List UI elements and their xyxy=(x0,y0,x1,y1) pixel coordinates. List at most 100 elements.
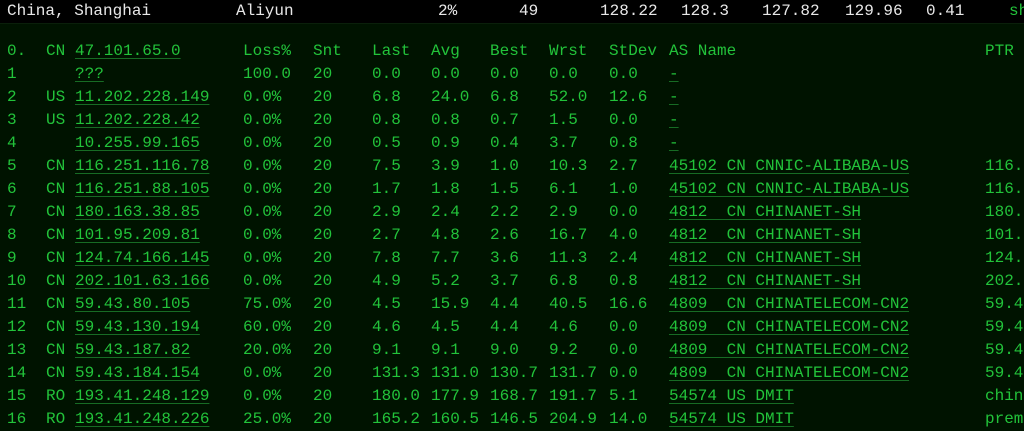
cell-wrst: 11.3 xyxy=(549,249,588,267)
cell-last: Last xyxy=(372,42,411,60)
cell-ip[interactable]: 116.251.88.105 xyxy=(75,180,210,198)
cell-stdev: 14.0 xyxy=(609,410,648,428)
cell-hop: 14 xyxy=(7,364,27,382)
cell-ip[interactable]: 59.43.187.82 xyxy=(75,341,191,359)
cell-stdev: 0.0 xyxy=(609,364,638,382)
cell-loss: 25.0% xyxy=(243,410,292,428)
cell-ip[interactable]: 193.41.248.226 xyxy=(75,410,210,428)
cell-ip[interactable]: 180.163.38.85 xyxy=(75,203,200,221)
cell-as[interactable]: - xyxy=(669,65,679,83)
cell-hop: 8 xyxy=(7,226,17,244)
cell-loss: 60.0% xyxy=(243,318,292,336)
cell-avg: 5.2 xyxy=(431,272,460,290)
cell-wrst: 16.7 xyxy=(549,226,588,244)
cell-ptr: PTR xyxy=(985,42,1014,60)
cell-ptr: chin xyxy=(985,387,1024,405)
cell-as[interactable]: 4812 CN CHINANET-SH xyxy=(669,226,862,244)
cell-cc: CN xyxy=(46,180,66,198)
cell-wrst: 0.0 xyxy=(549,65,578,83)
cell-hop: 10 xyxy=(7,272,27,290)
summary-bar: China, Shanghai Aliyun 2% 49 128.22 128.… xyxy=(0,0,1024,24)
cell-as[interactable]: 4809 CN CHINATELECOM-CN2 xyxy=(669,318,910,336)
cell-stdev: 16.6 xyxy=(609,295,648,313)
cell-wrst: 191.7 xyxy=(549,387,598,405)
cell-ip[interactable]: 10.255.99.165 xyxy=(75,134,200,152)
cell-best: 2.2 xyxy=(490,203,519,221)
cell-wrst: 52.0 xyxy=(549,88,588,106)
cell-cc: CN xyxy=(46,295,66,313)
summary-last: 128.22 xyxy=(600,2,658,20)
cell-ip[interactable]: 202.101.63.166 xyxy=(75,272,210,290)
cell-avg: 24.0 xyxy=(431,88,470,106)
cell-best: 1.0 xyxy=(490,157,519,175)
cell-as[interactable]: 45102 CN CNNIC-ALIBABA-US xyxy=(669,180,910,198)
cell-ip[interactable]: 101.95.209.81 xyxy=(75,226,200,244)
cell-snt: 20 xyxy=(313,226,333,244)
cell-ip[interactable]: 59.43.184.154 xyxy=(75,364,200,382)
cell-last: 9.1 xyxy=(372,341,401,359)
cell-wrst: 9.2 xyxy=(549,341,578,359)
cell-hop: 5 xyxy=(7,157,17,175)
cell-ip[interactable]: 59.43.130.194 xyxy=(75,318,200,336)
cell-hop: 6 xyxy=(7,180,17,198)
cell-best: 3.7 xyxy=(490,272,519,290)
cell-ip[interactable]: 11.202.228.149 xyxy=(75,88,210,106)
cell-as[interactable]: 4809 CN CHINATELECOM-CN2 xyxy=(669,295,910,313)
cell-ip[interactable]: 124.74.166.145 xyxy=(75,249,210,267)
cell-ip[interactable]: 47.101.65.0 xyxy=(75,42,181,60)
table-row: 16 RO 193.41.248.226 25.0% 20 165.2 160.5 146.5… xyxy=(0,408,1024,431)
cell-last: 0.8 xyxy=(372,111,401,129)
cell-as[interactable]: 54574 US DMIT xyxy=(669,387,794,405)
location: China, Shanghai xyxy=(7,2,152,20)
cell-avg: 0.8 xyxy=(431,111,460,129)
cell-as[interactable]: - xyxy=(669,88,679,106)
cell-cc: CN xyxy=(46,226,66,244)
cell-cc: RO xyxy=(46,387,66,405)
cell-wrst: 4.6 xyxy=(549,318,578,336)
cell-as[interactable]: 54574 US DMIT xyxy=(669,410,794,428)
cell-avg: 0.0 xyxy=(431,65,460,83)
cell-ptr: 101. xyxy=(985,226,1024,244)
cell-as[interactable]: - xyxy=(669,134,679,152)
cell-ip[interactable]: 11.202.228.42 xyxy=(75,111,200,129)
cell-ip[interactable]: 193.41.248.129 xyxy=(75,387,210,405)
cell-as[interactable]: 4812 CN CHINANET-SH xyxy=(669,203,862,221)
cell-ptr: 116. xyxy=(985,157,1024,175)
cell-snt: 20 xyxy=(313,272,333,290)
cell-best: 146.5 xyxy=(490,410,539,428)
cell-avg: 131.0 xyxy=(431,364,480,382)
cell-ptr: 180. xyxy=(985,203,1024,221)
cell-as[interactable]: 4812 CN CHINANET-SH xyxy=(669,249,862,267)
cell-loss: 0.0% xyxy=(243,226,282,244)
cell-hop: 12 xyxy=(7,318,27,336)
summary-tail: sh xyxy=(1009,2,1024,20)
cell-wrst: 40.5 xyxy=(549,295,588,313)
cell-snt: 20 xyxy=(313,111,333,129)
cell-wrst: 204.9 xyxy=(549,410,598,428)
cell-loss: 0.0% xyxy=(243,387,282,405)
cell-as[interactable]: 4812 CN CHINANET-SH xyxy=(669,272,862,290)
cell-as[interactable]: 45102 CN CNNIC-ALIBABA-US xyxy=(669,157,910,175)
cell-best: 2.6 xyxy=(490,226,519,244)
cell-best: 1.5 xyxy=(490,180,519,198)
cell-as[interactable]: 4809 CN CHINATELECOM-CN2 xyxy=(669,341,910,359)
table-row: 5 CN 116.251.116.78 0.0% 20 7.5 3.9 1.0 10.3 2.7 4… xyxy=(0,155,1024,178)
cell-ip[interactable]: 116.251.116.78 xyxy=(75,157,210,175)
cell-loss: 0.0% xyxy=(243,272,282,290)
cell-wrst: 131.7 xyxy=(549,364,598,382)
cell-loss: 0.0% xyxy=(243,249,282,267)
cell-loss: 0.0% xyxy=(243,157,282,175)
cell-ptr: 59.4 xyxy=(985,295,1024,313)
cell-snt: Snt xyxy=(313,42,342,60)
cell-wrst: 10.3 xyxy=(549,157,588,175)
cell-snt: 20 xyxy=(313,65,333,83)
cell-stdev: 0.0 xyxy=(609,111,638,129)
cell-as[interactable]: - xyxy=(669,111,679,129)
cell-hop: 3 xyxy=(7,111,17,129)
cell-ip[interactable]: 59.43.80.105 xyxy=(75,295,191,313)
cell-cc: CN xyxy=(46,272,66,290)
cell-last: 0.5 xyxy=(372,134,401,152)
cell-ip[interactable]: ??? xyxy=(75,65,104,83)
summary-worst: 129.96 xyxy=(845,2,903,20)
cell-as[interactable]: 4809 CN CHINATELECOM-CN2 xyxy=(669,364,910,382)
